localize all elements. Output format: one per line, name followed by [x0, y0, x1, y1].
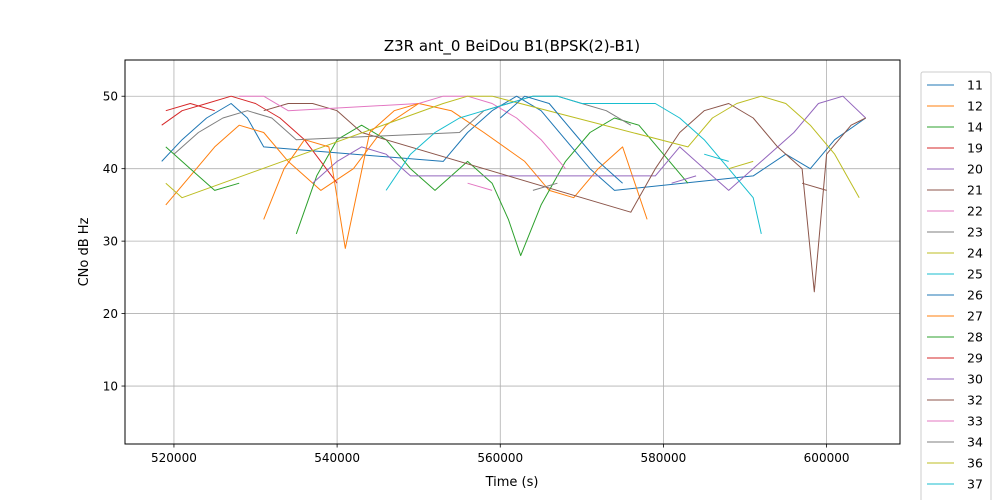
series-line-27 — [263, 103, 419, 249]
series-line-32 — [801, 182, 827, 191]
legend-label: 11 — [967, 78, 983, 93]
series-line-37 — [704, 153, 729, 162]
series-line-29 — [165, 103, 215, 112]
legend-label: 27 — [967, 309, 983, 324]
series-line-26 — [499, 95, 623, 184]
y-tick-label: 30 — [103, 235, 118, 249]
legend-label: 22 — [967, 204, 983, 219]
x-tick-label: 560000 — [477, 451, 523, 465]
legend-label: 21 — [967, 183, 983, 198]
series-line-21 — [263, 103, 866, 293]
series-line-25 — [385, 95, 762, 235]
y-tick-label: 50 — [103, 90, 118, 104]
chart-title: Z3R ant_0 BeiDou B1(BPSK(2)-B1) — [384, 37, 640, 56]
y-axis-label: CNo dB Hz — [77, 217, 92, 286]
legend-label: 28 — [967, 330, 983, 345]
legend-label: 19 — [967, 141, 983, 156]
y-tick-label: 40 — [103, 162, 118, 176]
legend-label: 26 — [967, 288, 983, 303]
series-line-30 — [671, 175, 697, 184]
plot-frame — [124, 59, 901, 445]
series-line-36 — [728, 160, 754, 170]
legend-label: 29 — [967, 351, 983, 366]
legend-label: 12 — [967, 99, 983, 114]
x-axis-label: Time (s) — [485, 475, 539, 490]
x-tick-label: 580000 — [641, 451, 687, 465]
legend-label: 32 — [967, 393, 983, 408]
x-tick-label: 540000 — [314, 451, 360, 465]
legend-label: 30 — [967, 372, 983, 387]
legend-label: 23 — [967, 225, 983, 240]
series-line-20 — [312, 95, 867, 191]
legend: 11 12 14 19 20 21 22 23 24 25 26 27 28 29 30 32 33 34 36 37 — [920, 71, 992, 500]
legend-label: 25 — [967, 267, 983, 282]
series-line-19 — [161, 95, 338, 184]
legend-label: 36 — [967, 456, 983, 471]
legend-label: 34 — [967, 435, 983, 450]
legend-label: 24 — [967, 246, 983, 261]
y-tick-label: 20 — [103, 307, 118, 321]
series-line-22 — [239, 95, 566, 170]
series-line-14 — [295, 117, 689, 257]
grid — [125, 60, 900, 444]
series-line-24 — [165, 95, 860, 199]
axes-ticks: 520000 540000 560000 580000 600000 10 20 30 40 50 — [103, 90, 850, 465]
legend-label: 37 — [967, 477, 983, 492]
series-line-33 — [467, 182, 493, 191]
y-tick-label: 10 — [103, 380, 118, 394]
legend-label: 14 — [967, 120, 983, 135]
legend-label: 20 — [967, 162, 983, 177]
plot-area — [161, 95, 867, 293]
x-tick-label: 600000 — [804, 451, 850, 465]
series-line-34 — [532, 182, 558, 191]
legend-frame — [920, 71, 992, 500]
series-line-28 — [165, 146, 240, 191]
x-tick-label: 520000 — [151, 451, 197, 465]
series-line-12 — [165, 103, 648, 220]
legend-label: 33 — [967, 414, 983, 429]
